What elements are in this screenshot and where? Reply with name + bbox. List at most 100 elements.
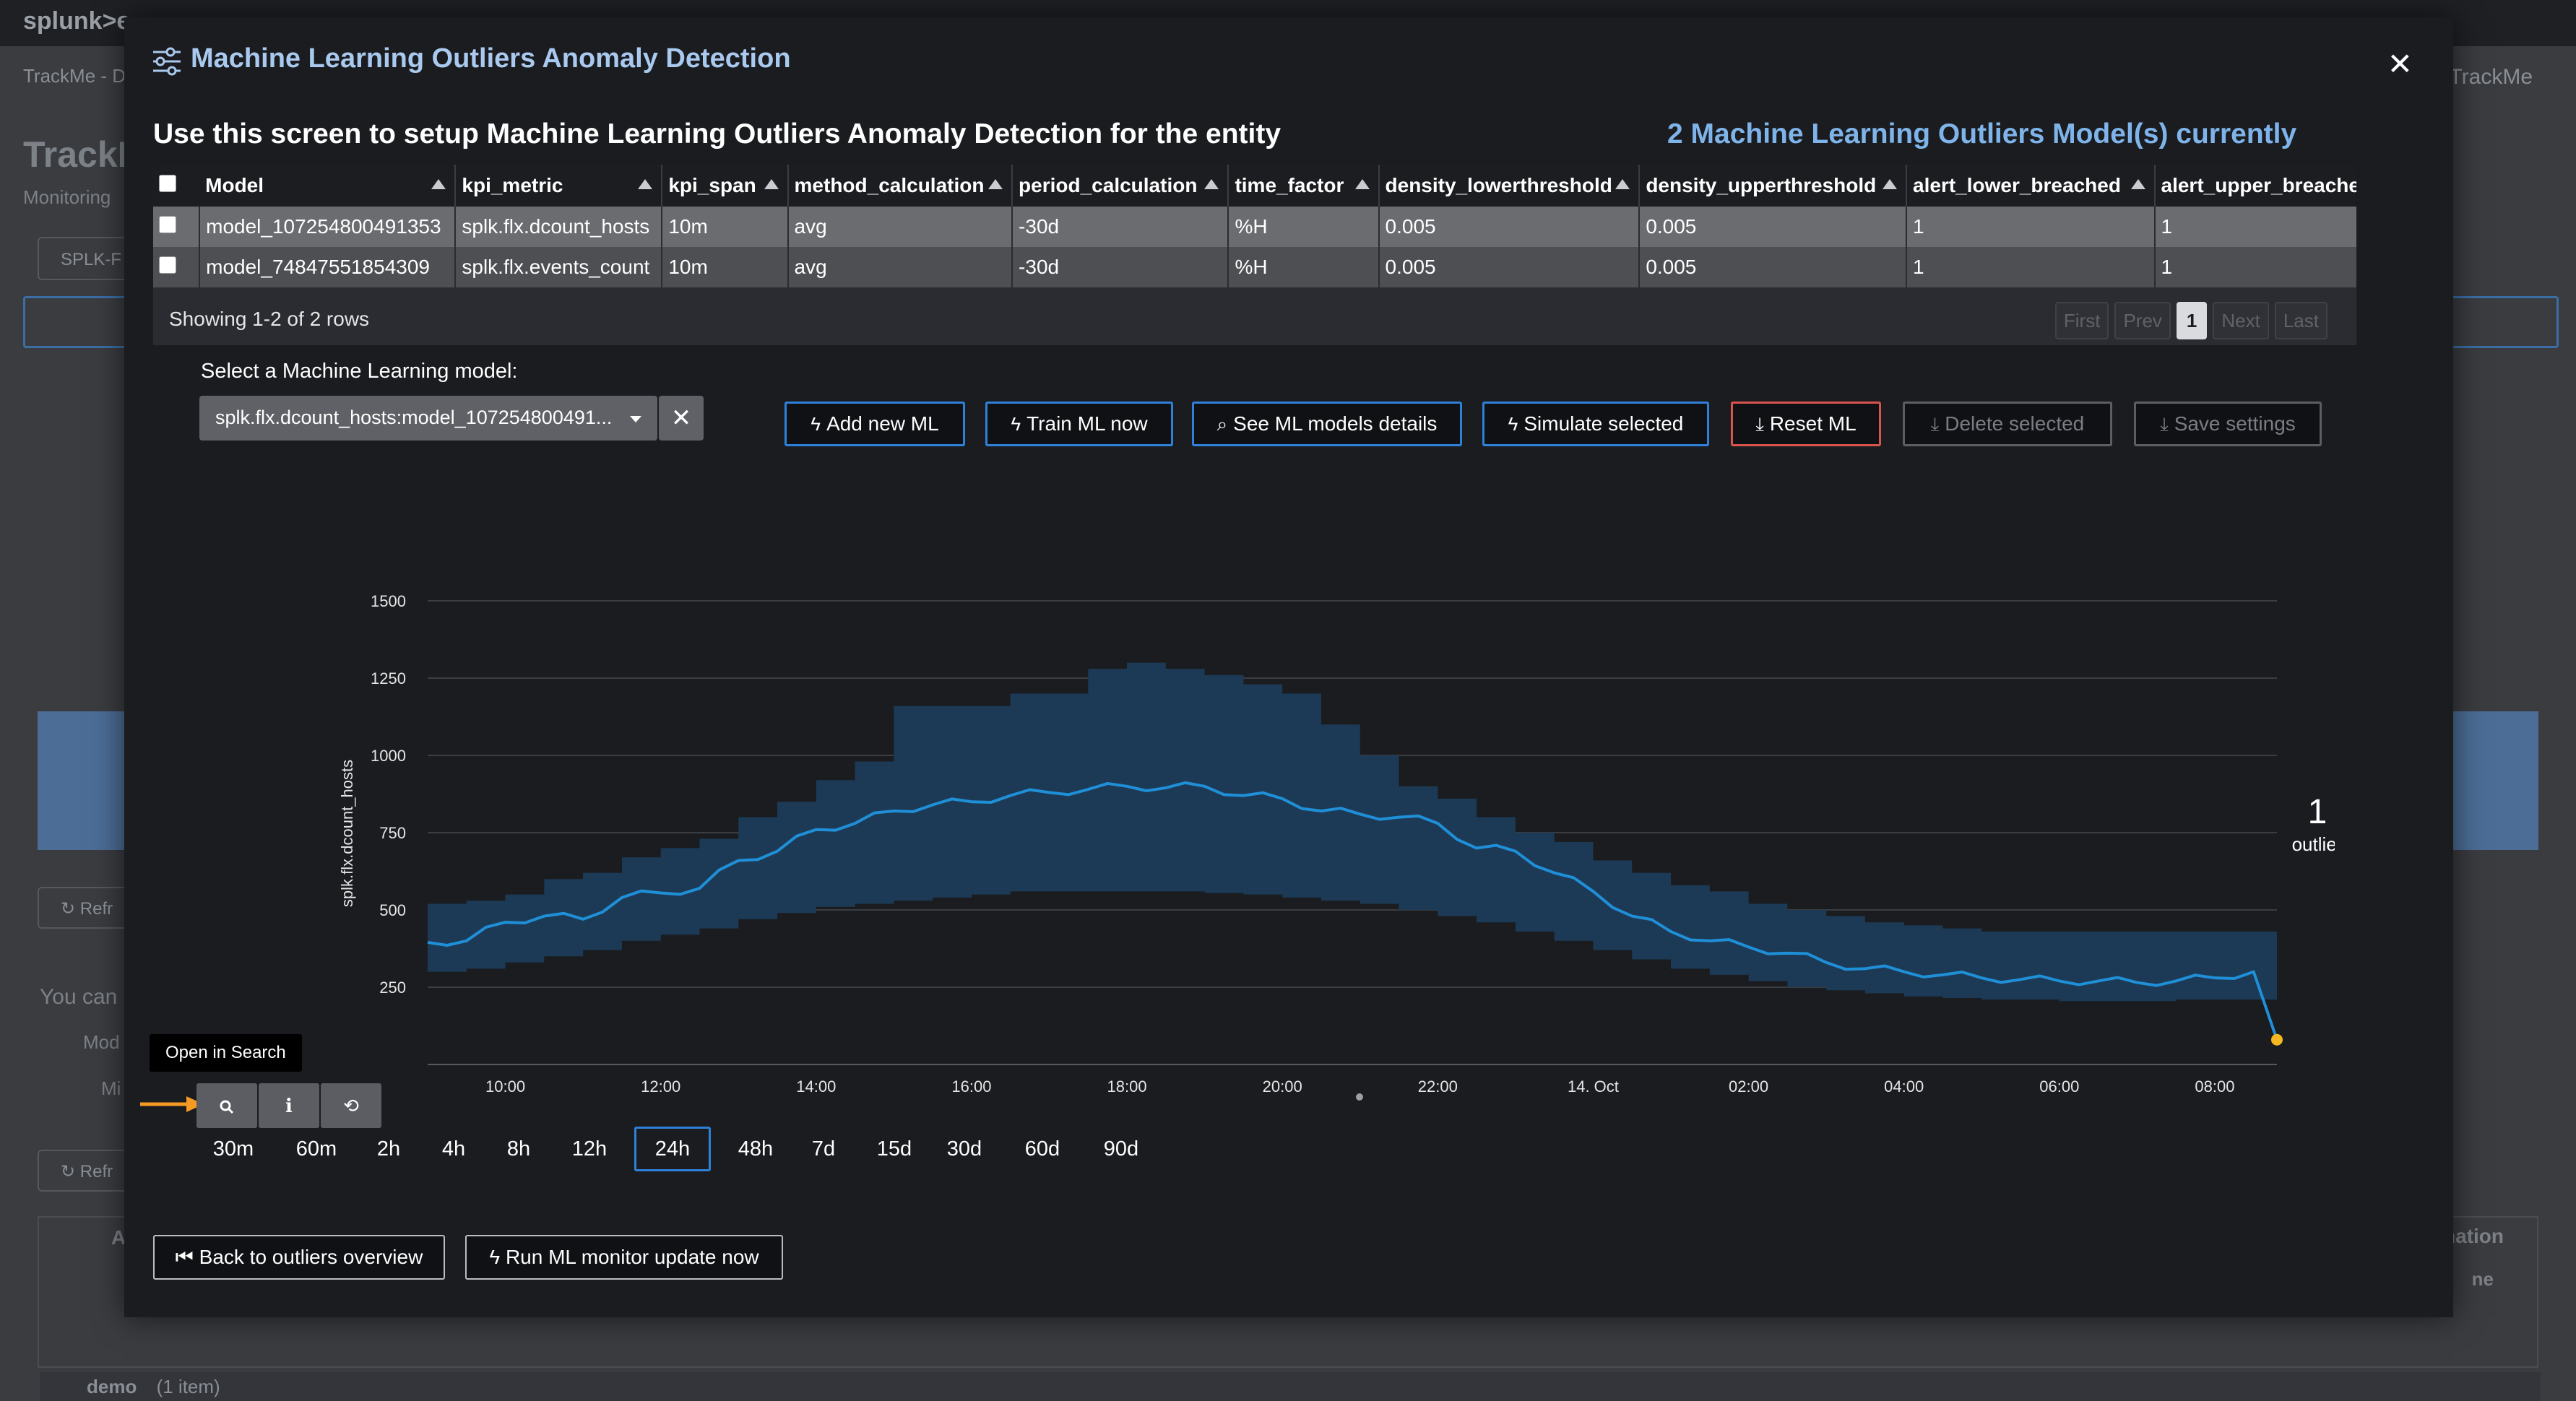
table-cell: -30d bbox=[1012, 207, 1229, 247]
info-button[interactable]: i bbox=[259, 1083, 319, 1128]
clear-selection-button[interactable]: ✕ bbox=[659, 396, 704, 441]
table-cell: 0.005 bbox=[1378, 207, 1641, 247]
tooltip: Open in Search bbox=[150, 1034, 302, 1072]
sort-icon bbox=[764, 179, 779, 189]
table-cell: 1 bbox=[2154, 207, 2356, 247]
first-page-button[interactable]: First bbox=[2054, 302, 2109, 339]
series-line bbox=[427, 781, 2278, 1041]
range-button-60m[interactable]: 60m bbox=[295, 1137, 337, 1161]
range-button-30m[interactable]: 30m bbox=[212, 1137, 254, 1161]
bg-text-mod: Mod bbox=[83, 1031, 120, 1053]
row-checkbox[interactable] bbox=[159, 216, 176, 233]
sliders-icon bbox=[153, 47, 181, 76]
sort-icon bbox=[1883, 179, 1898, 189]
range-button-60d[interactable]: 60d bbox=[1024, 1137, 1060, 1161]
download-icon: ⤓ bbox=[1930, 413, 1940, 435]
col-header[interactable]: Model bbox=[199, 165, 457, 207]
table-cell: -30d bbox=[1012, 247, 1229, 287]
table-cell: 1 bbox=[1906, 207, 2156, 247]
simulate-selected-label: Simulate selected bbox=[1523, 412, 1684, 435]
reset-zoom-button[interactable]: ⟲ bbox=[321, 1083, 381, 1128]
table-row[interactable]: model_107254800491353 splk.flx.dcount_ho… bbox=[153, 207, 2356, 247]
col-header[interactable]: method_calculation bbox=[787, 165, 1013, 207]
pointer-arrow-icon bbox=[140, 1096, 204, 1112]
table-cell: 0.005 bbox=[1378, 247, 1641, 287]
range-button-2h[interactable]: 2h bbox=[376, 1137, 401, 1161]
download-icon: ⤓ bbox=[1755, 413, 1764, 435]
bg-text-mi: Mi bbox=[101, 1077, 121, 1099]
col-header[interactable]: density_upperthreshold bbox=[1639, 165, 1908, 207]
range-button-30d[interactable]: 30d bbox=[946, 1137, 982, 1161]
table-row[interactable]: model_74847551854309 splk.flx.events_cou… bbox=[153, 247, 2356, 287]
table-footer: Showing 1-2 of 2 rows First Prev 1 Next … bbox=[153, 293, 2356, 345]
save-settings-button[interactable]: ⤓ Save settings bbox=[2134, 402, 2322, 446]
page-1-button[interactable]: 1 bbox=[2176, 302, 2208, 339]
table-cell: avg bbox=[787, 207, 1013, 247]
download-icon: ⤓ bbox=[2160, 413, 2169, 435]
outlier-label: outlier bbox=[2292, 833, 2335, 855]
select-all-checkbox[interactable] bbox=[159, 175, 176, 192]
col-label: alert_lower_breached bbox=[1913, 174, 2121, 196]
add-new-ml-button[interactable]: ϟ Add new ML bbox=[785, 402, 965, 446]
back-to-overview-label: Back to outliers overview bbox=[199, 1246, 423, 1268]
info-icon: i bbox=[285, 1096, 293, 1117]
model-select-dropdown[interactable]: splk.flx.dcount_hosts:model_107254800491… bbox=[199, 396, 657, 441]
close-icon[interactable]: ✕ bbox=[2387, 47, 2413, 81]
back-to-overview-button[interactable]: ⏮ Back to outliers overview bbox=[153, 1235, 445, 1280]
col-header[interactable]: alert_lower_breached bbox=[1906, 165, 2156, 207]
range-button-7d[interactable]: 7d bbox=[811, 1137, 836, 1161]
delete-selected-button[interactable]: ⤓ Delete selected bbox=[1903, 402, 2112, 446]
reset-ml-button[interactable]: ⤓ Reset ML bbox=[1731, 402, 1881, 446]
col-header[interactable]: time_factor bbox=[1228, 165, 1380, 207]
outliers-chart[interactable]: 250 500 750 1000 1250 1500 splk.flx.dcount_hos… bbox=[196, 566, 2343, 1101]
range-button-24h[interactable]: 24h bbox=[634, 1127, 711, 1171]
see-ml-details-button[interactable]: ⌕ See ML models details bbox=[1192, 402, 1462, 446]
x-tick-label: 14. Oct bbox=[1568, 1077, 1619, 1096]
col-header[interactable]: period_calculation bbox=[1012, 165, 1229, 207]
col-header[interactable]: kpi_metric bbox=[455, 165, 663, 207]
simulate-selected-button[interactable]: ϟ Simulate selected bbox=[1482, 402, 1709, 446]
bg-col-ne: ne bbox=[2471, 1268, 2494, 1290]
table-cell: splk.flx.dcount_hosts bbox=[455, 207, 663, 247]
sort-icon bbox=[638, 179, 653, 189]
range-button-8h[interactable]: 8h bbox=[506, 1137, 531, 1161]
range-button-48h[interactable]: 48h bbox=[738, 1137, 774, 1161]
col-header[interactable]: density_lowerthreshold bbox=[1378, 165, 1641, 207]
col-header[interactable]: kpi_span bbox=[662, 165, 789, 207]
col-label: kpi_span bbox=[668, 174, 756, 196]
bg-group-count: (1 item) bbox=[156, 1376, 220, 1397]
row-checkbox[interactable] bbox=[159, 256, 176, 274]
range-button-90d[interactable]: 90d bbox=[1103, 1137, 1139, 1161]
range-button-4h[interactable]: 4h bbox=[441, 1137, 466, 1161]
col-header[interactable]: alert_upper_breached bbox=[2154, 165, 2356, 207]
model-select-value: splk.flx.dcount_hosts:model_107254800491… bbox=[215, 407, 613, 428]
x-tick-label: 12:00 bbox=[641, 1077, 680, 1096]
y-tick-label: 1250 bbox=[371, 669, 406, 688]
bolt-icon: ϟ bbox=[1011, 413, 1021, 435]
bg-subtitle: Monitoring bbox=[23, 186, 111, 208]
search-icon: ⌕ bbox=[1216, 413, 1228, 435]
y-tick-label: 750 bbox=[379, 824, 406, 842]
x-tick-label: 18:00 bbox=[1107, 1077, 1147, 1096]
open-in-search-button[interactable] bbox=[196, 1083, 257, 1128]
magnifier-icon bbox=[220, 1100, 234, 1114]
run-ml-monitor-label: Run ML monitor update now bbox=[505, 1246, 759, 1268]
train-ml-button[interactable]: ϟ Train ML now bbox=[985, 402, 1173, 446]
chart-svg: 250 500 750 1000 1250 1500 splk.flx.dcount_hos… bbox=[338, 592, 2343, 1101]
caret-down-icon bbox=[630, 416, 641, 422]
y-tick-label: 1500 bbox=[371, 592, 406, 610]
delete-selected-label: Delete selected bbox=[1945, 412, 2085, 435]
table-cell: splk.flx.events_count bbox=[455, 247, 663, 287]
x-tick-label: 22:00 bbox=[1418, 1077, 1458, 1096]
table-cell: model_74847551854309 bbox=[199, 247, 457, 287]
range-button-12h[interactable]: 12h bbox=[571, 1137, 608, 1161]
sort-icon bbox=[1354, 179, 1370, 189]
run-ml-monitor-button[interactable]: ϟ Run ML monitor update now bbox=[465, 1235, 783, 1280]
models-table: Model kpi_metric kpi_span method_calcula… bbox=[153, 165, 2356, 345]
prev-page-button[interactable]: Prev bbox=[2114, 302, 2171, 339]
bg-group-row: demo (1 item) bbox=[40, 1372, 2541, 1401]
next-page-button[interactable]: Next bbox=[2213, 302, 2269, 339]
bg-text: You can bbox=[40, 985, 118, 1009]
range-button-15d[interactable]: 15d bbox=[876, 1137, 912, 1161]
last-page-button[interactable]: Last bbox=[2274, 302, 2328, 339]
